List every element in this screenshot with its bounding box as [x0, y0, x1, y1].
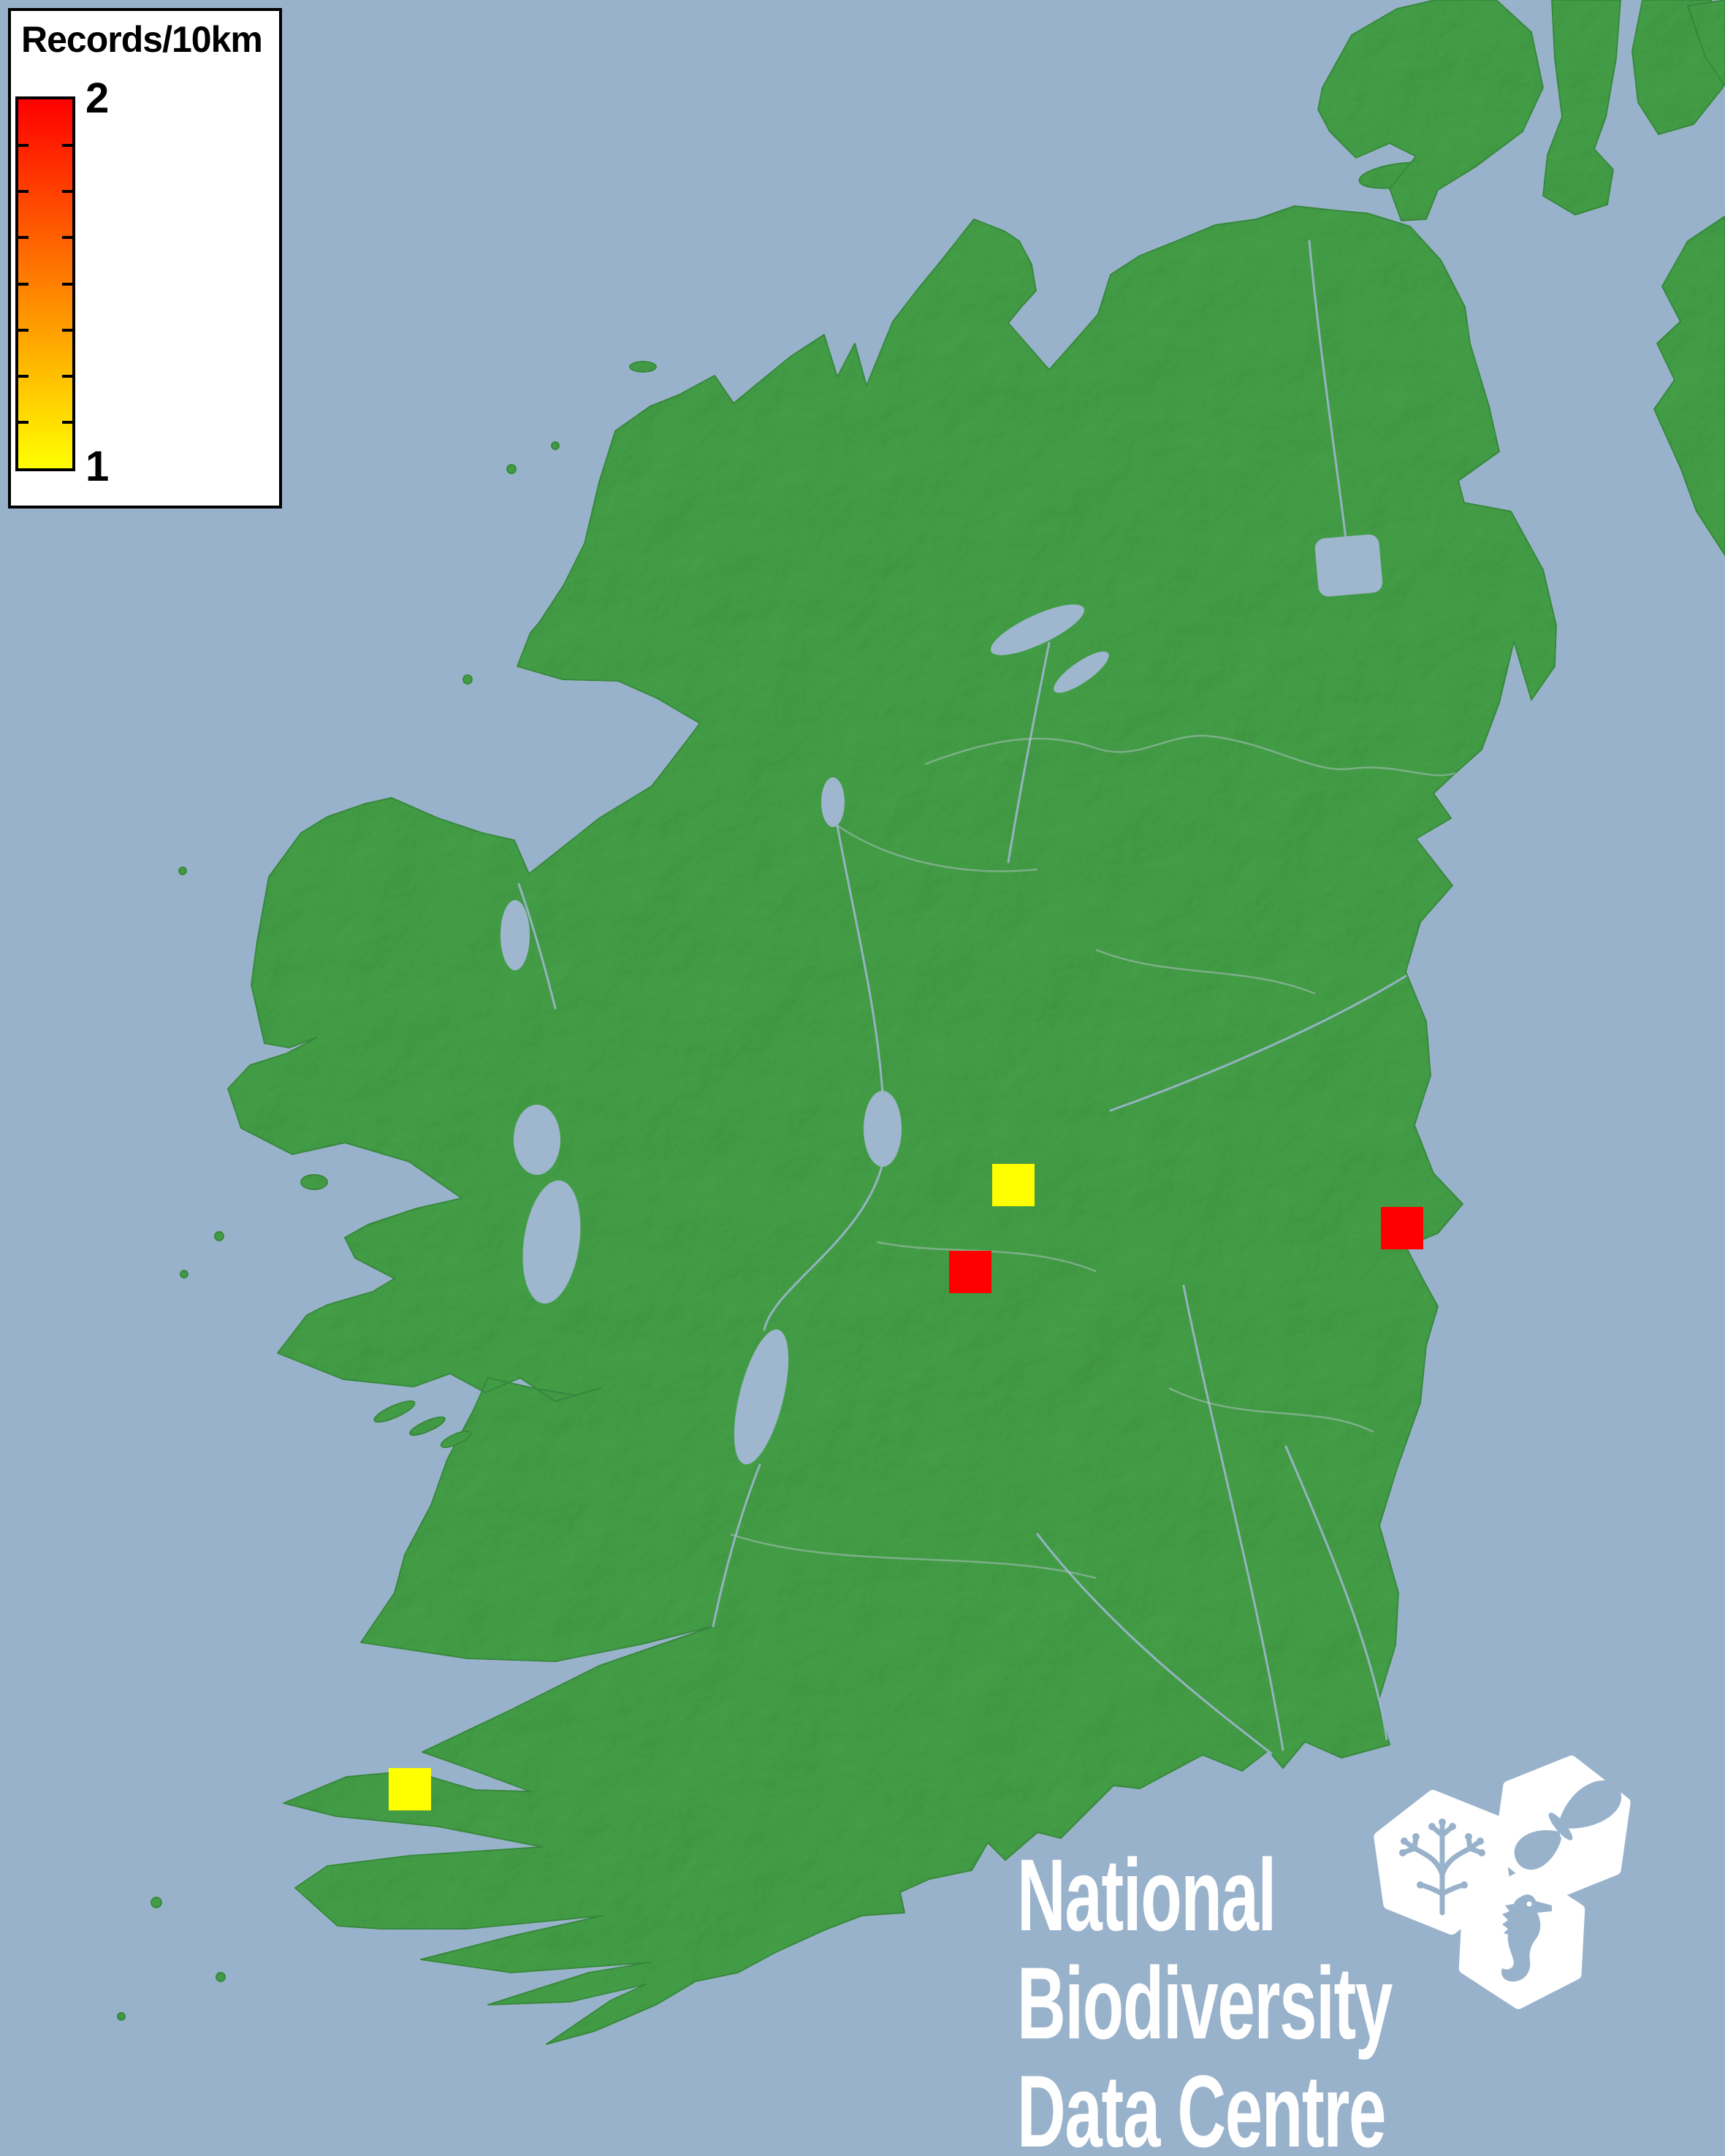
legend-tick: [18, 375, 28, 378]
legend-tick: [18, 283, 28, 286]
logo-line-2: Biodiversity: [1017, 1946, 1393, 2060]
legend-tick: [62, 329, 72, 332]
legend-tick: [18, 144, 28, 147]
butterfly-icon: [1514, 1780, 1622, 1870]
nbdc-logo-hexagons: [1374, 1755, 1631, 2009]
legend-tick: [18, 421, 28, 424]
logo-line-1: National: [1017, 1837, 1276, 1952]
legend-max-label: 2: [85, 75, 110, 122]
legend-box: Records/10km 2 1: [8, 8, 282, 508]
legend-tick: [18, 236, 28, 239]
logo-line-3: Data Centre: [1017, 2054, 1386, 2156]
lakes: [500, 534, 1383, 1465]
legend-tick: [62, 190, 72, 193]
grid-cell-marker[interactable]: [1381, 1207, 1423, 1249]
grid-cell-marker[interactable]: [949, 1251, 991, 1293]
legend-title: Records/10km: [21, 19, 263, 60]
legend-tick: [62, 421, 72, 424]
nbdc-logo: National Biodiversity Data Centre Docume…: [1017, 1841, 1624, 2156]
rivers: [517, 240, 1407, 1755]
legend-tick: [62, 283, 72, 286]
legend-tick: [18, 190, 28, 193]
legend-tick: [62, 236, 72, 239]
grid-cell-marker[interactable]: [389, 1768, 431, 1810]
tree-icon: [1399, 1818, 1485, 1916]
legend-tick: [18, 329, 28, 332]
grid-cell-marker[interactable]: [992, 1164, 1035, 1206]
legend-tick: [62, 375, 72, 378]
seahorse-icon: [1501, 1894, 1552, 1982]
legend-tick: [62, 144, 72, 147]
legend-min-label: 1: [85, 443, 110, 490]
